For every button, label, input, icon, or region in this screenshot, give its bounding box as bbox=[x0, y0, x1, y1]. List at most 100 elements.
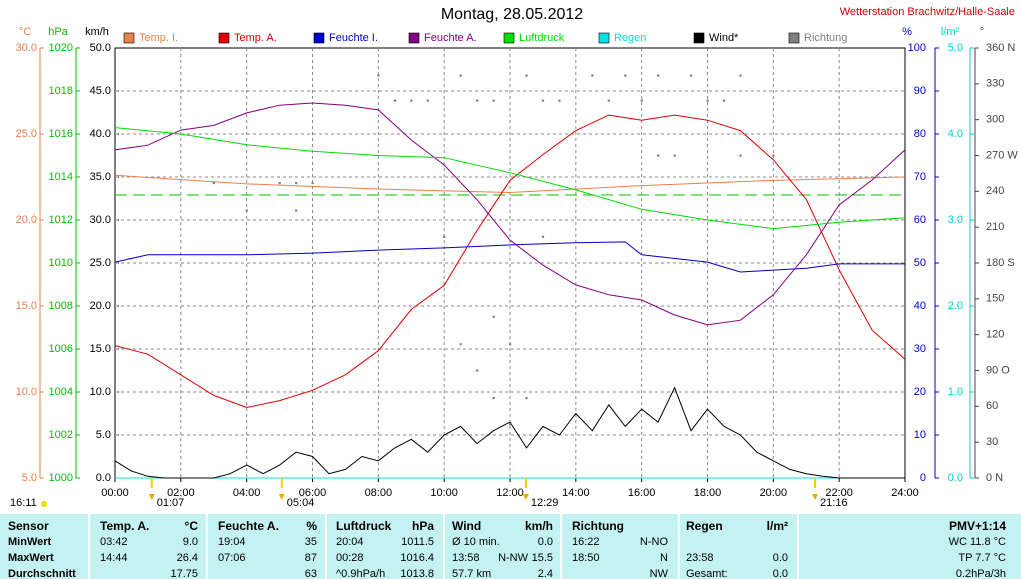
y-tick-label: 1006 bbox=[49, 343, 73, 355]
direction-dot bbox=[624, 74, 627, 77]
legend-label: Luftdruck bbox=[519, 32, 565, 44]
table-cell: 14:44 bbox=[100, 552, 128, 564]
time-note: 16:11 bbox=[10, 497, 37, 509]
column-separator bbox=[678, 514, 680, 579]
y-tick-label: 15.0 bbox=[90, 343, 111, 355]
table-cell: 1013.8 bbox=[400, 568, 434, 579]
table-cell: 0.0 bbox=[537, 536, 553, 548]
marker-label: 21:16 bbox=[820, 497, 848, 509]
direction-dot bbox=[459, 343, 462, 346]
y-tick-label: 1012 bbox=[49, 214, 73, 226]
y-tick-label: 1014 bbox=[49, 171, 73, 183]
station-name: Wetterstation Brachwitz/Halle-Saale bbox=[840, 6, 1015, 18]
direction-dot bbox=[558, 99, 561, 102]
x-tick-label: 12:00 bbox=[496, 487, 524, 499]
x-tick-label: 06:00 bbox=[299, 487, 327, 499]
series-line bbox=[114, 241, 905, 273]
table-cell: 03:42 bbox=[100, 536, 128, 548]
table-cell: 87 bbox=[304, 552, 317, 564]
table-cell: 9.0 bbox=[182, 536, 198, 548]
y-tick-label: 30.0 bbox=[16, 42, 37, 54]
table-cell: MinWert bbox=[8, 536, 52, 548]
table-cell: 0.0 bbox=[772, 552, 788, 564]
legend-swatch bbox=[788, 32, 800, 44]
y-tick-label: 5.0 bbox=[22, 472, 37, 484]
y-tick-label: 3.0 bbox=[948, 214, 963, 226]
legend-label: Temp. A. bbox=[234, 32, 277, 44]
direction-dot bbox=[492, 396, 495, 400]
y-tick-label: 40.0 bbox=[90, 128, 111, 140]
column-separator bbox=[797, 514, 799, 579]
table-cell: Sensor bbox=[8, 519, 49, 533]
direction-dot bbox=[541, 235, 545, 238]
table-cell: Feuchte A. bbox=[218, 519, 279, 533]
legend-swatch bbox=[408, 32, 420, 44]
table-cell: 0.2hPa/3h bbox=[955, 568, 1006, 579]
table-cell: l/m² bbox=[766, 519, 788, 533]
y-tick-label: 90 O bbox=[986, 364, 1010, 376]
direction-dot bbox=[410, 99, 413, 102]
series-line bbox=[114, 174, 906, 194]
y-tick-label: 0.0 bbox=[948, 472, 963, 484]
table-cell: PMV+1:14 bbox=[948, 519, 1006, 533]
series-line bbox=[114, 102, 906, 326]
table-cell: 18:50 bbox=[572, 552, 600, 564]
direction-dot bbox=[459, 74, 462, 77]
sun-icon bbox=[41, 501, 47, 507]
table-cell: 15.5 bbox=[531, 552, 553, 564]
direction-dot bbox=[706, 99, 709, 102]
y-tick-label: 100 bbox=[908, 42, 926, 54]
y-tick-label: 0.0 bbox=[96, 472, 111, 484]
table-cell: 0.0 bbox=[772, 568, 788, 579]
direction-dot bbox=[509, 423, 512, 426]
y-tick-label: 50 bbox=[914, 257, 926, 269]
y-tick-label: 5.0 bbox=[948, 42, 963, 54]
direction-dot bbox=[212, 181, 215, 185]
legend-label: Feuchte I. bbox=[329, 32, 378, 44]
y-tick-label: 90 bbox=[914, 85, 926, 97]
table-cell: Luftdruck bbox=[336, 519, 392, 533]
y-tick-label: 45.0 bbox=[90, 85, 111, 97]
y-tick-label: 1002 bbox=[49, 429, 73, 441]
direction-dot bbox=[295, 209, 298, 212]
axis-unit: °C bbox=[19, 26, 31, 38]
y-tick-label: 60 bbox=[914, 214, 926, 226]
y-tick-label: 1008 bbox=[49, 300, 73, 312]
direction-dot bbox=[657, 74, 660, 77]
table-cell: MaxWert bbox=[8, 552, 54, 564]
direction-dot bbox=[492, 99, 495, 102]
summary-table: Sensor Temp. A. °C Feuchte A.% Luftdruck hPa W… bbox=[0, 514, 1021, 579]
table-cell: 20:04 bbox=[336, 536, 364, 548]
y-tick-label: 25.0 bbox=[90, 257, 111, 269]
legend-swatch bbox=[598, 32, 610, 44]
y-tick-label: 20 bbox=[914, 386, 926, 398]
direction-dot bbox=[772, 154, 775, 157]
direction-dot bbox=[476, 99, 479, 102]
direction-dot bbox=[525, 74, 528, 77]
table-cell: °C bbox=[184, 519, 198, 533]
table-cell: N-NO bbox=[639, 536, 668, 548]
table-cell: 1011.5 bbox=[401, 536, 434, 548]
x-tick-label: 16:00 bbox=[628, 487, 656, 499]
legend-swatch bbox=[218, 32, 230, 44]
direction-dot bbox=[739, 74, 742, 77]
table-cell: TP 7.7 °C bbox=[958, 552, 1006, 564]
legend-swatch bbox=[503, 32, 515, 44]
direction-dot bbox=[426, 99, 429, 102]
y-tick-label: 30 bbox=[986, 436, 998, 448]
direction-dot bbox=[377, 74, 380, 77]
direction-dot bbox=[525, 396, 528, 400]
x-tick-label: 14:00 bbox=[562, 487, 590, 499]
y-tick-label: 1004 bbox=[49, 386, 73, 398]
table-cell: N-NW bbox=[498, 552, 528, 564]
direction-dot bbox=[393, 99, 396, 102]
x-tick-label: 24:00 bbox=[891, 487, 919, 499]
column-separator bbox=[206, 514, 208, 579]
direction-dot bbox=[509, 343, 512, 346]
y-tick-label: 50.0 bbox=[90, 42, 111, 54]
x-tick-label: 04:00 bbox=[233, 487, 261, 499]
direction-dot bbox=[722, 99, 726, 102]
table-cell: 16:22 bbox=[572, 536, 600, 548]
table-cell: WC 11.8 °C bbox=[948, 536, 1006, 548]
